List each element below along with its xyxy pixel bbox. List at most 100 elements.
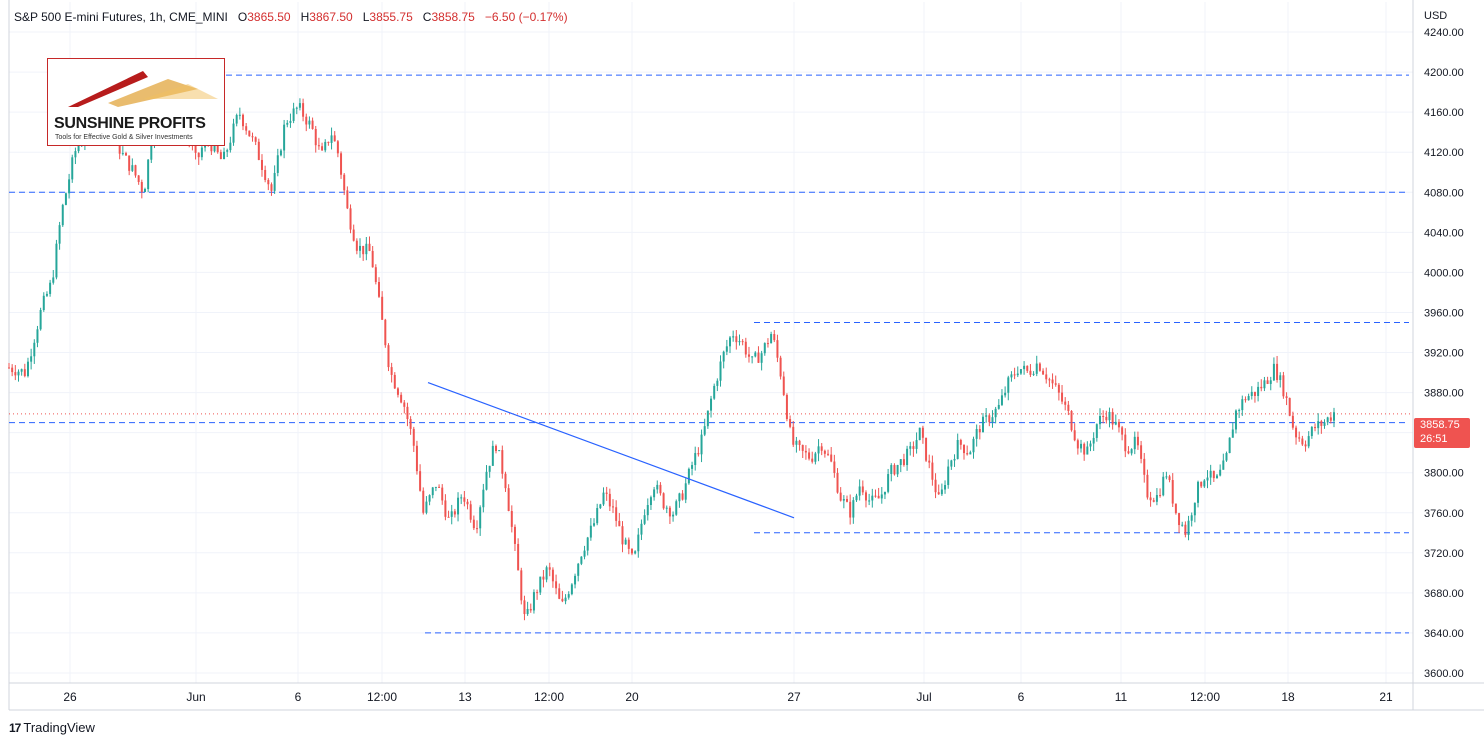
candle-body bbox=[691, 465, 694, 469]
candle-body bbox=[276, 155, 279, 173]
x-tick-label: Jul bbox=[916, 690, 931, 704]
x-tick-label: 27 bbox=[787, 690, 801, 704]
candle-body bbox=[1295, 427, 1298, 438]
candle-body bbox=[785, 394, 788, 420]
candle-body bbox=[1162, 476, 1165, 496]
open-label: O bbox=[237, 10, 248, 24]
candle-body bbox=[1333, 412, 1335, 421]
y-tick-label: 4000.00 bbox=[1424, 267, 1464, 279]
candle-body bbox=[1276, 363, 1279, 380]
x-tick-label: 6 bbox=[1018, 690, 1025, 704]
low-value: 3855.75 bbox=[369, 10, 413, 24]
high-value: 3867.50 bbox=[309, 10, 353, 24]
candle-body bbox=[298, 103, 301, 108]
candle-body bbox=[776, 340, 779, 358]
y-tick-label: 3720.00 bbox=[1424, 548, 1464, 560]
x-tick-label: 12:00 bbox=[1190, 690, 1220, 704]
candle-body bbox=[985, 415, 988, 417]
candle-body bbox=[694, 453, 697, 466]
candle-body bbox=[539, 576, 542, 593]
y-tick-label: 3600.00 bbox=[1424, 668, 1464, 680]
candle-body bbox=[1231, 429, 1234, 438]
candle-body bbox=[1298, 437, 1301, 439]
candle-body bbox=[855, 495, 858, 501]
candle-body bbox=[444, 500, 447, 517]
candle-body bbox=[469, 504, 472, 520]
candle-body bbox=[463, 497, 466, 502]
last-price-value: 3858.75 bbox=[1420, 419, 1460, 431]
candle-body bbox=[596, 508, 599, 524]
candle-body bbox=[343, 174, 346, 191]
y-tick-label: 4080.00 bbox=[1424, 187, 1464, 199]
x-tick-label: 20 bbox=[625, 690, 639, 704]
candle-body bbox=[425, 501, 428, 513]
candle-body bbox=[630, 548, 633, 554]
candle-body bbox=[1149, 497, 1152, 501]
candle-body bbox=[441, 487, 444, 501]
candle-body bbox=[501, 450, 504, 474]
y-tick-label: 3960.00 bbox=[1424, 307, 1464, 319]
candle-body bbox=[1089, 443, 1092, 447]
candle-body bbox=[1038, 363, 1041, 371]
candle-body bbox=[757, 352, 760, 363]
candle-body bbox=[646, 505, 649, 516]
candle-body bbox=[472, 519, 475, 529]
candle-body bbox=[498, 450, 501, 452]
candle-body bbox=[925, 437, 928, 461]
candle-body bbox=[64, 193, 67, 205]
candle-body bbox=[703, 426, 706, 435]
candle-body bbox=[488, 465, 491, 472]
candle-body bbox=[197, 152, 200, 158]
candle-body bbox=[368, 243, 371, 251]
candle-body bbox=[741, 341, 744, 343]
x-tick-label: 21 bbox=[1379, 690, 1393, 704]
candle-body bbox=[634, 551, 637, 554]
candle-body bbox=[17, 371, 20, 376]
candle-body bbox=[254, 137, 257, 142]
candle-body bbox=[71, 157, 74, 180]
candle-body bbox=[978, 429, 981, 433]
candle-body bbox=[906, 448, 909, 466]
candle-body bbox=[1124, 434, 1127, 452]
candle-body bbox=[883, 491, 886, 495]
candle-body bbox=[1272, 363, 1275, 381]
candle-body bbox=[1067, 404, 1070, 411]
candle-body bbox=[422, 490, 425, 513]
candle-body bbox=[896, 464, 899, 475]
logo-arrow-icon bbox=[68, 71, 218, 107]
candle-body bbox=[229, 142, 232, 151]
candle-body bbox=[137, 175, 140, 182]
candle-body bbox=[577, 563, 580, 576]
candle-body bbox=[140, 181, 143, 193]
candle-body bbox=[1140, 445, 1143, 459]
candle-body bbox=[33, 342, 36, 357]
y-tick-label: 3760.00 bbox=[1424, 508, 1464, 520]
candle-body bbox=[128, 155, 131, 171]
candle-body bbox=[944, 485, 947, 490]
candle-body bbox=[1190, 515, 1193, 521]
candle-body bbox=[760, 353, 763, 363]
candle-body bbox=[409, 419, 412, 429]
candle-body bbox=[381, 296, 384, 320]
candle-body bbox=[675, 501, 678, 515]
candle-body bbox=[1026, 365, 1029, 371]
candle-body bbox=[710, 398, 713, 411]
candle-body bbox=[833, 461, 836, 473]
candle-body bbox=[687, 468, 690, 484]
candle-body bbox=[330, 135, 333, 143]
candle-body bbox=[314, 128, 317, 146]
candle-body bbox=[39, 310, 42, 330]
candle-body bbox=[1234, 410, 1237, 430]
tradingview-logo[interactable]: 17 TradingView bbox=[9, 720, 95, 735]
x-tick-label: 12:00 bbox=[367, 690, 397, 704]
candle-body bbox=[143, 189, 146, 193]
candle-body bbox=[434, 486, 437, 488]
candle-body bbox=[953, 458, 956, 461]
candle-body bbox=[362, 245, 365, 255]
candle-body bbox=[226, 150, 229, 152]
x-tick-label: 12:00 bbox=[534, 690, 564, 704]
candle-body bbox=[1174, 503, 1177, 514]
candle-body bbox=[219, 152, 222, 160]
